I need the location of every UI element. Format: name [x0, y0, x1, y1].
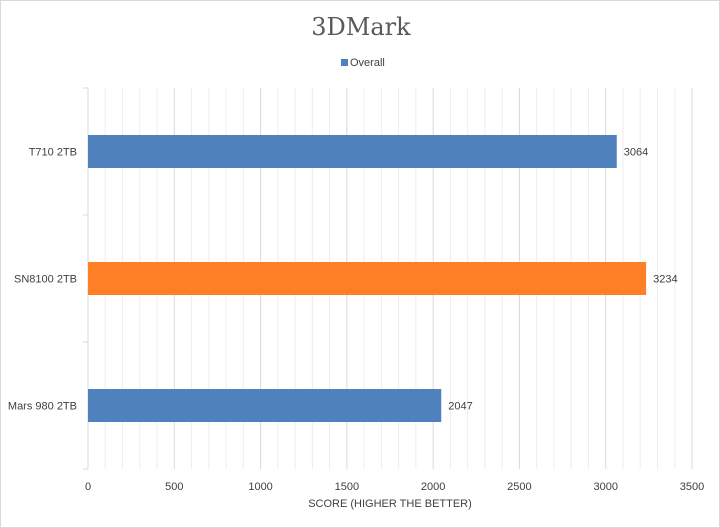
data-label: 3234 — [653, 274, 677, 286]
bar — [88, 389, 442, 422]
x-tick-label: 3500 — [680, 481, 704, 493]
legend-swatch — [341, 59, 348, 66]
x-tick-label: 500 — [165, 481, 183, 493]
x-tick-label: 1500 — [335, 481, 359, 493]
data-label: 2047 — [448, 401, 472, 413]
data-labels: 3064 3234 2047 — [448, 147, 677, 413]
x-tick-labels: 0 500 1000 1500 2000 2500 3000 3500 — [85, 481, 704, 493]
bar — [88, 262, 647, 295]
category-label: Mars 980 2TB — [8, 401, 77, 413]
chart-title: 3DMark — [311, 13, 411, 41]
data-label: 3064 — [624, 147, 648, 159]
category-label: T710 2TB — [29, 147, 77, 159]
x-tick-label: 2000 — [421, 481, 445, 493]
category-label: SN8100 2TB — [14, 274, 77, 286]
category-labels: T710 2TB SN8100 2TB Mars 980 2TB — [8, 147, 77, 413]
legend: Overall — [341, 57, 385, 69]
bars — [88, 135, 647, 422]
bar — [88, 135, 617, 168]
x-axis-title: SCORE (HIGHER THE BETTER) — [308, 498, 472, 510]
x-tick-label: 0 — [85, 481, 91, 493]
x-tick-label: 2500 — [507, 481, 531, 493]
legend-label: Overall — [350, 57, 385, 69]
x-tick-label: 1000 — [248, 481, 272, 493]
x-tick-label: 3000 — [593, 481, 617, 493]
